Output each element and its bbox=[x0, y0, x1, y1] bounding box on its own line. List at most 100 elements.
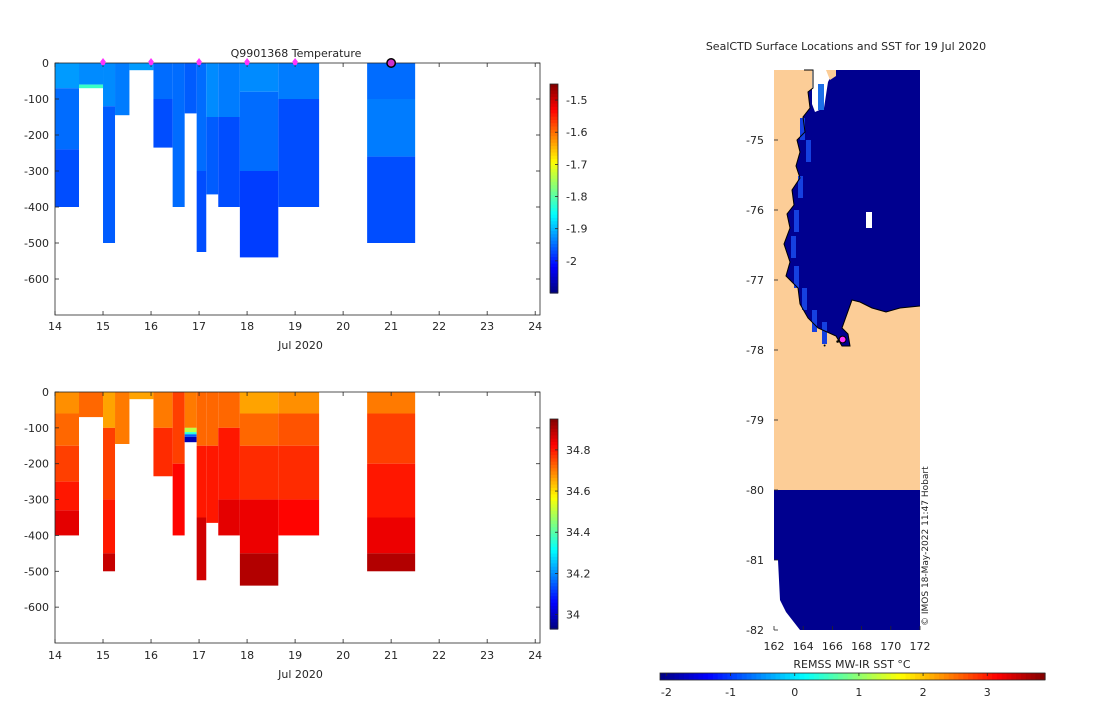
colorbar-tick-label: 34.4 bbox=[566, 526, 591, 539]
y-tick-label: -600 bbox=[24, 601, 49, 614]
colorbar-swatch bbox=[550, 230, 558, 235]
colorbar-swatch bbox=[550, 142, 558, 147]
y-tick-label: 0 bbox=[42, 386, 49, 399]
map-x-tick-label: 166 bbox=[822, 640, 843, 653]
y-tick-label: -400 bbox=[24, 201, 49, 214]
sst-colorbar-tick-label: 1 bbox=[855, 686, 862, 699]
profile-column bbox=[103, 63, 116, 243]
data-cell bbox=[367, 413, 416, 464]
x-tick-label: 24 bbox=[528, 320, 542, 333]
colorbar-swatch bbox=[939, 673, 945, 680]
colorbar-swatch bbox=[924, 673, 931, 680]
profile-column bbox=[115, 392, 130, 444]
profile-column bbox=[184, 63, 197, 114]
colorbar-tick-label: 34 bbox=[566, 609, 580, 622]
colorbar-swatch bbox=[761, 673, 767, 680]
colorbar-swatch bbox=[1016, 673, 1022, 680]
colorbar-swatch bbox=[785, 673, 791, 680]
colorbar-swatch bbox=[550, 126, 558, 131]
colorbar-swatch bbox=[550, 550, 558, 555]
profile-column bbox=[129, 63, 154, 71]
y-tick-label: -500 bbox=[24, 237, 49, 250]
data-cell bbox=[184, 432, 197, 435]
data-cell bbox=[206, 117, 219, 195]
data-cell bbox=[79, 84, 104, 89]
colorbar-swatch bbox=[1006, 673, 1012, 680]
data-cell bbox=[239, 445, 279, 500]
x-tick-label: 17 bbox=[192, 649, 206, 662]
colorbar-swatch bbox=[550, 474, 558, 479]
colorbar-swatch bbox=[550, 471, 558, 476]
data-cell bbox=[278, 499, 320, 536]
y-tick-label: -300 bbox=[24, 494, 49, 507]
colorbar-swatch bbox=[550, 227, 558, 232]
colorbar-swatch bbox=[550, 540, 558, 545]
colorbar-swatch bbox=[900, 673, 907, 680]
map-x-tick-label: 172 bbox=[910, 640, 931, 653]
island-dot bbox=[823, 344, 826, 347]
colorbar-swatch bbox=[550, 110, 558, 114]
data-cell bbox=[184, 434, 197, 437]
colorbar-swatch bbox=[550, 224, 558, 229]
colorbar-swatch bbox=[550, 188, 558, 193]
data-cell bbox=[184, 436, 197, 443]
y-tick-label: -500 bbox=[24, 565, 49, 578]
data-cell bbox=[278, 99, 320, 207]
colorbar-swatch bbox=[1020, 673, 1027, 680]
colorbar-swatch bbox=[1001, 673, 1008, 680]
data-cell bbox=[184, 427, 197, 433]
colorbar-swatch bbox=[550, 279, 558, 284]
profile-column bbox=[278, 63, 320, 207]
coastal-sst-pixels bbox=[818, 84, 824, 110]
colorbar-swatch bbox=[1011, 673, 1017, 680]
colorbar-swatch bbox=[905, 673, 911, 680]
profile-marker bbox=[196, 58, 203, 62]
map-y-tick-label: -79 bbox=[746, 414, 764, 427]
data-cell bbox=[239, 171, 279, 258]
colorbar-swatch bbox=[842, 673, 849, 680]
coastal-sst-pixels bbox=[791, 236, 796, 258]
colorbar-swatch bbox=[996, 673, 1003, 680]
colorbar-swatch bbox=[717, 673, 724, 680]
data-cell bbox=[153, 427, 173, 477]
data-cell bbox=[153, 63, 173, 99]
profile-column bbox=[79, 63, 104, 89]
colorbar-swatch bbox=[708, 673, 714, 680]
colorbar-swatch bbox=[550, 612, 558, 617]
colorbar-swatch bbox=[550, 448, 558, 453]
data-cell bbox=[206, 445, 219, 523]
data-cell bbox=[196, 517, 207, 581]
colorbar-swatch bbox=[732, 673, 738, 680]
colorbar-swatch bbox=[550, 602, 558, 607]
colorbar-swatch bbox=[1040, 673, 1046, 680]
land-mask bbox=[826, 70, 836, 80]
colorbar-swatch bbox=[688, 673, 695, 680]
colorbar-swatch bbox=[550, 247, 558, 252]
colorbar-swatch bbox=[550, 165, 558, 170]
colorbar-swatch bbox=[550, 569, 558, 574]
profile-column bbox=[129, 392, 154, 400]
colorbar-swatch bbox=[862, 673, 868, 680]
colorbar-swatch bbox=[550, 583, 558, 587]
colorbar-swatch bbox=[550, 172, 558, 177]
y-tick-label: -100 bbox=[24, 93, 49, 106]
colorbar-swatch bbox=[550, 556, 558, 561]
data-cell bbox=[206, 63, 219, 117]
colorbar-swatch bbox=[895, 673, 902, 680]
colorbar-swatch bbox=[550, 533, 558, 538]
colorbar-swatch bbox=[823, 673, 830, 680]
colorbar-swatch bbox=[550, 234, 558, 239]
colorbar-swatch bbox=[919, 673, 926, 680]
section-plot-temperature: 14 15 16 17 18 19 20 21 22 23 24 0 -100 -200 -300 -400 -… bbox=[24, 47, 587, 352]
colorbar-swatch bbox=[550, 103, 558, 108]
x-tick-label: 20 bbox=[336, 320, 350, 333]
colorbar-swatch bbox=[770, 673, 777, 680]
colorbar-swatch bbox=[698, 673, 704, 680]
data-cell bbox=[103, 106, 116, 243]
colorbar-swatch bbox=[550, 237, 558, 242]
colorbar-swatch bbox=[550, 464, 558, 469]
x-axis-label: Jul 2020 bbox=[277, 339, 323, 352]
x-tick-label: 18 bbox=[240, 320, 254, 333]
colorbar-swatch bbox=[550, 422, 558, 427]
